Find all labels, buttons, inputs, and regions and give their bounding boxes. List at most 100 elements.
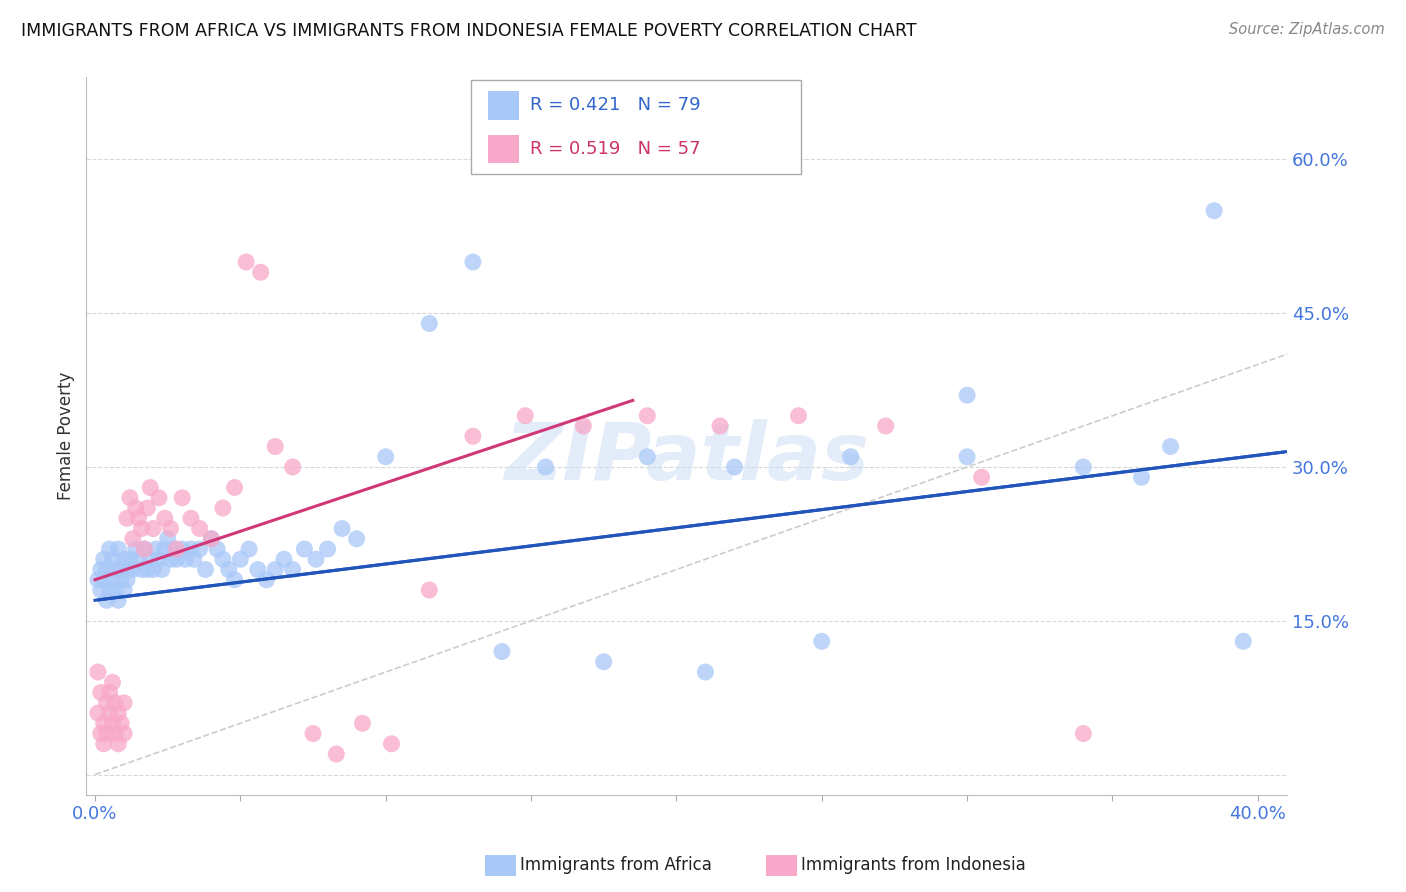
Point: [162, 541, 184, 556]
Point: [305, 552, 328, 566]
Point: [839, 450, 862, 464]
Point: [165, 552, 187, 566]
Text: IMMIGRANTS FROM AFRICA VS IMMIGRANTS FROM INDONESIA FEMALE POVERTY CORRELATION C: IMMIGRANTS FROM AFRICA VS IMMIGRANTS FRO…: [21, 22, 917, 40]
Point: [180, 511, 202, 525]
Text: R = 0.421   N = 79: R = 0.421 N = 79: [530, 96, 700, 114]
Point: [150, 562, 173, 576]
Point: [292, 541, 315, 556]
Point: [96, 726, 118, 740]
Point: [302, 726, 325, 740]
Point: [200, 532, 222, 546]
Point: [174, 552, 197, 566]
Point: [153, 511, 176, 525]
Point: [125, 501, 148, 516]
Point: [183, 552, 205, 566]
Point: [229, 552, 252, 566]
Point: [107, 593, 129, 607]
Point: [205, 541, 228, 556]
Point: [101, 552, 124, 566]
Point: [90, 562, 112, 576]
Point: [316, 541, 339, 556]
Point: [98, 706, 121, 720]
Point: [281, 562, 304, 576]
Point: [194, 562, 217, 576]
Point: [695, 665, 717, 679]
Point: [139, 552, 162, 566]
Point: [1204, 203, 1226, 218]
Point: [956, 450, 979, 464]
Point: [636, 409, 658, 423]
Point: [592, 655, 614, 669]
Point: [93, 716, 115, 731]
Point: [224, 481, 246, 495]
Point: [115, 573, 138, 587]
Point: [172, 541, 194, 556]
Point: [112, 552, 135, 566]
Point: [90, 685, 112, 699]
Point: [115, 562, 138, 576]
Point: [115, 511, 138, 525]
Point: [104, 726, 127, 740]
Point: [87, 706, 110, 720]
Point: [96, 562, 118, 576]
Point: [118, 491, 141, 505]
Point: [145, 541, 167, 556]
Point: [256, 573, 278, 587]
Point: [636, 450, 658, 464]
Point: [112, 696, 135, 710]
Point: [787, 409, 810, 423]
Point: [121, 532, 143, 546]
Point: [136, 501, 159, 516]
Point: [110, 573, 132, 587]
Point: [153, 541, 176, 556]
Point: [810, 634, 832, 648]
Point: [112, 726, 135, 740]
Text: Immigrants from Africa: Immigrants from Africa: [520, 856, 711, 874]
Point: [101, 675, 124, 690]
Point: [956, 388, 979, 402]
Point: [212, 501, 235, 516]
Point: [104, 562, 127, 576]
Point: [461, 429, 484, 443]
Point: [134, 541, 156, 556]
Point: [121, 562, 143, 576]
Point: [380, 737, 402, 751]
Point: [134, 541, 156, 556]
Point: [104, 582, 127, 597]
Point: [709, 419, 731, 434]
Point: [128, 511, 150, 525]
Point: [172, 491, 194, 505]
Point: [723, 460, 745, 475]
Point: [90, 582, 112, 597]
Point: [218, 562, 240, 576]
Point: [875, 419, 897, 434]
Point: [1073, 460, 1095, 475]
Point: [93, 552, 115, 566]
Point: [165, 541, 187, 556]
Text: Immigrants from Indonesia: Immigrants from Indonesia: [801, 856, 1026, 874]
Point: [273, 552, 295, 566]
Text: ZIPatlas: ZIPatlas: [505, 418, 869, 497]
Point: [118, 552, 141, 566]
Point: [491, 644, 513, 658]
Point: [212, 552, 235, 566]
Point: [148, 491, 170, 505]
Point: [249, 265, 271, 279]
Point: [136, 562, 159, 576]
Point: [142, 522, 165, 536]
Point: [98, 582, 121, 597]
Point: [131, 522, 153, 536]
Point: [515, 409, 537, 423]
Point: [87, 665, 110, 679]
Point: [93, 573, 115, 587]
Point: [1073, 726, 1095, 740]
Point: [1160, 440, 1182, 454]
Point: [224, 573, 246, 587]
Point: [98, 685, 121, 699]
Point: [281, 460, 304, 475]
Text: R = 0.519   N = 57: R = 0.519 N = 57: [530, 140, 700, 158]
Point: [418, 582, 440, 597]
Point: [90, 726, 112, 740]
Point: [142, 562, 165, 576]
Point: [1232, 634, 1254, 648]
